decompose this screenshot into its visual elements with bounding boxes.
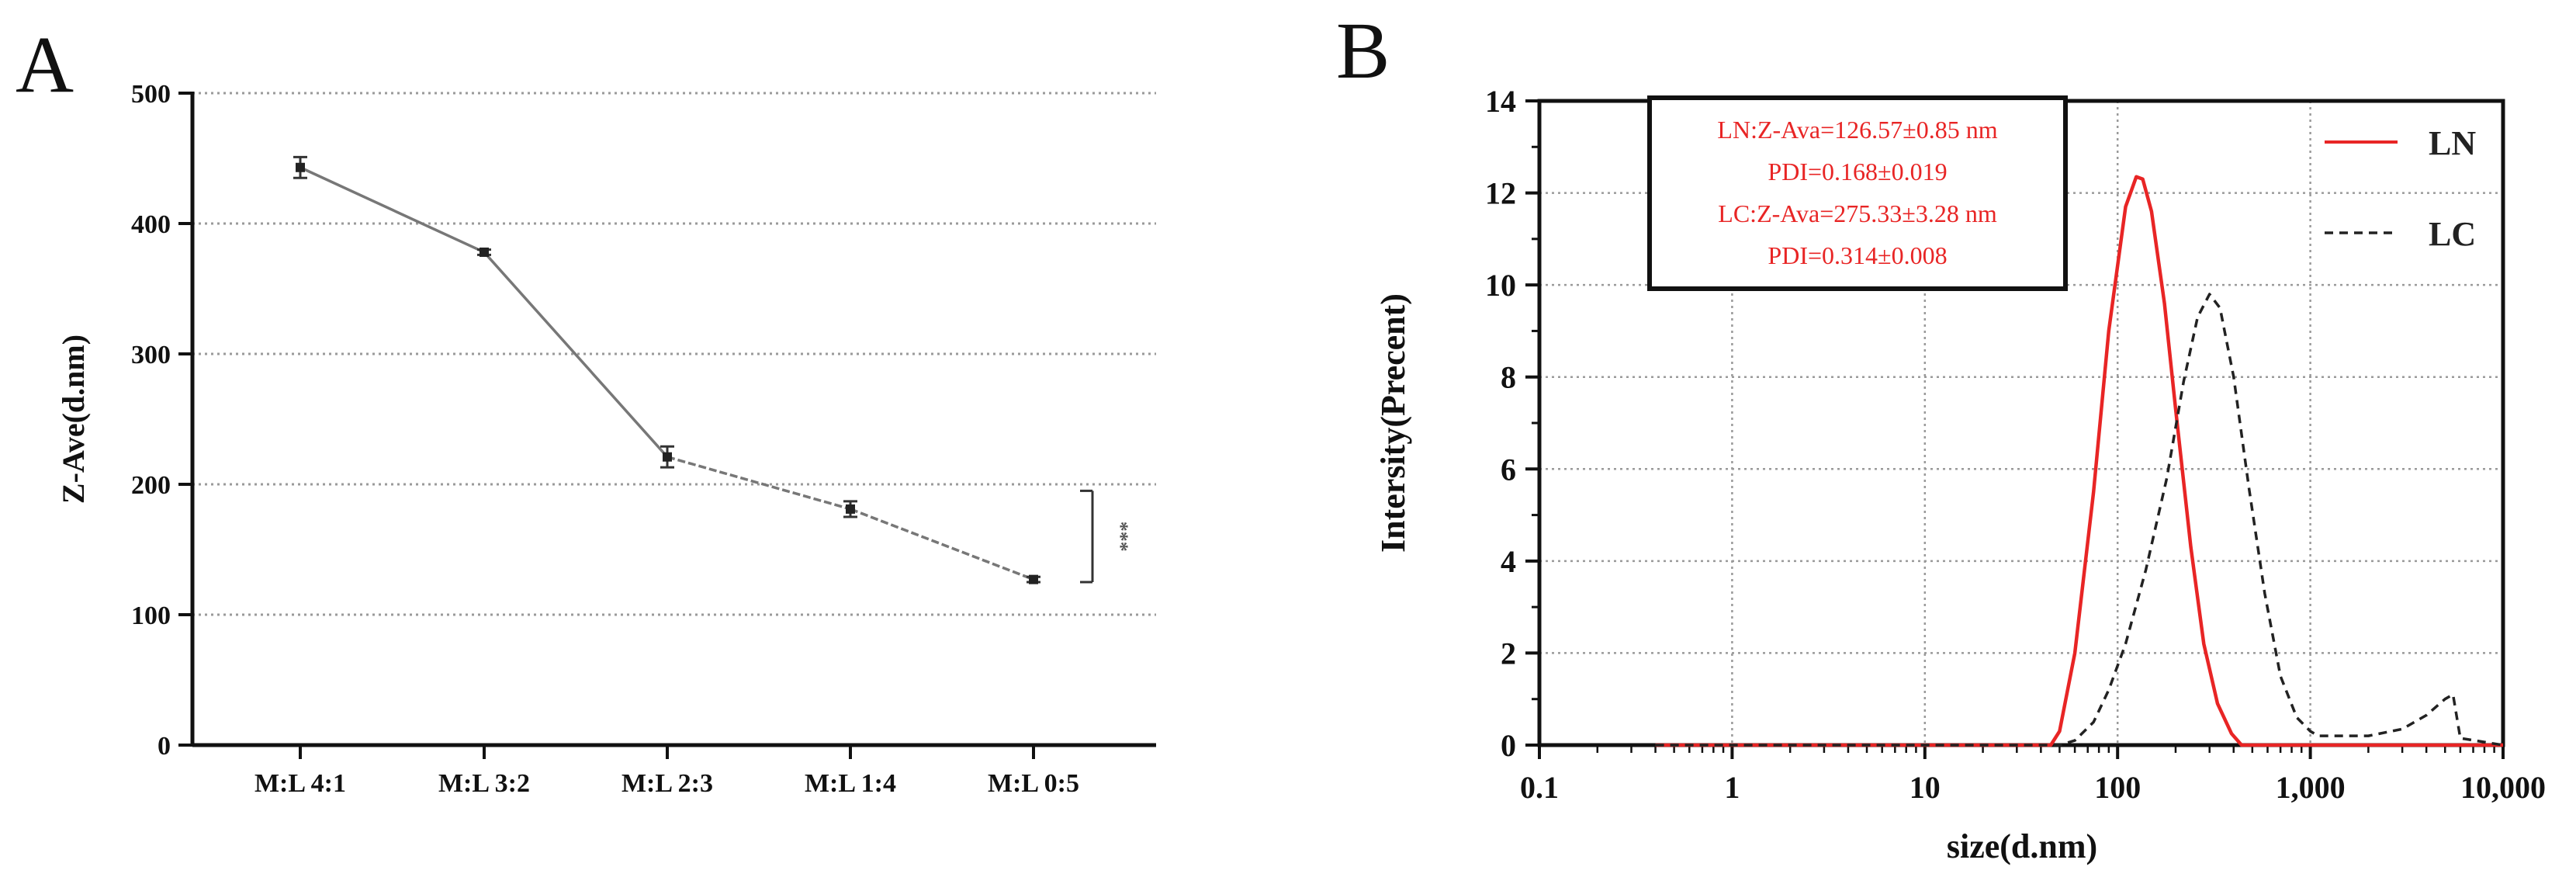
y-tick-label: 300 xyxy=(131,341,171,369)
x-tick-label: M:L 3:2 xyxy=(438,769,530,798)
panel-b-letter: B xyxy=(1336,6,1390,95)
x-tick-label: 1,000 xyxy=(2276,770,2346,805)
panel-a-x-tick-labels: M:L 4:1 M:L 3:2 M:L 2:3 M:L 1:4 M:L 0:5 xyxy=(254,769,1079,798)
y-tick-label: 6 xyxy=(1501,452,1516,487)
series-segment xyxy=(299,166,485,254)
series-segment xyxy=(850,508,1034,581)
x-tick-label: 10,000 xyxy=(2460,770,2546,805)
panel-b-x-axis-title: size(d.nm) xyxy=(1947,827,2097,865)
panel-b-series xyxy=(1655,175,2504,747)
series-line-lc xyxy=(1655,293,2504,747)
data-point-5 xyxy=(1027,574,1040,584)
legend-ln-label: LN xyxy=(2429,124,2476,162)
x-tick-label: 0.1 xyxy=(1520,770,1559,805)
annotation-lc-zave: LC:Z-Ava=275.33±3.28 nm xyxy=(1718,199,1997,227)
significance-label: *** xyxy=(1110,522,1132,552)
panel-b-y-tick-labels: 0 2 4 6 8 10 12 14 xyxy=(1485,84,1516,763)
x-tick-label: 1 xyxy=(1724,770,1740,805)
legend-lc-label: LC xyxy=(2429,215,2476,253)
panel-a-y-axis-title: Z-Ave(d.nm) xyxy=(56,335,91,504)
annotation-ln-zave: LN:Z-Ava=126.57±0.85 nm xyxy=(1717,116,1997,144)
y-tick-label: 10 xyxy=(1485,268,1516,303)
series-segment xyxy=(667,456,851,511)
y-tick-label: 400 xyxy=(131,210,171,239)
panel-a-axes xyxy=(178,92,1156,759)
y-tick-label: 0 xyxy=(158,732,171,761)
panel-a-letter: A xyxy=(16,20,74,109)
panel-a-y-tick-labels: 0 100 200 300 400 500 xyxy=(131,80,171,761)
y-tick-label: 0 xyxy=(1501,728,1516,763)
data-marker xyxy=(480,247,489,257)
x-tick-label: M:L 1:4 xyxy=(805,769,896,798)
series-segment xyxy=(483,251,669,458)
panel-b-chart: 0 2 4 6 8 10 12 14 0.1 1 10 100 1,000 10,000 Intersi… xyxy=(1374,84,2546,865)
y-tick-label: 4 xyxy=(1501,544,1516,579)
x-tick-label: 10 xyxy=(1909,770,1941,805)
panel-b-y-axis-title: Intersity(Precent) xyxy=(1374,293,1412,553)
y-tick-label: 500 xyxy=(131,80,171,109)
y-tick-label: 12 xyxy=(1485,176,1516,211)
y-tick-label: 14 xyxy=(1485,84,1516,119)
data-marker xyxy=(846,504,855,514)
data-point-4 xyxy=(843,500,857,518)
x-tick-label: M:L 4:1 xyxy=(254,769,346,798)
x-tick-label: M:L 0:5 xyxy=(988,769,1079,798)
series-line-ln xyxy=(1655,175,2503,747)
x-tick-label: M:L 2:3 xyxy=(621,769,713,798)
data-marker xyxy=(296,162,305,172)
annotation-lc-pdi: PDI=0.314±0.008 xyxy=(1768,241,1947,269)
y-tick-label: 200 xyxy=(131,471,171,500)
data-marker xyxy=(1029,574,1038,584)
annotation-ln-pdi: PDI=0.168±0.019 xyxy=(1768,158,1947,185)
annotation-frame xyxy=(1647,95,2068,291)
data-point-3 xyxy=(660,445,674,469)
legend: LN LC xyxy=(2325,124,2476,253)
panel-b-x-tick-labels: 0.1 1 10 100 1,000 10,000 xyxy=(1520,770,2546,805)
y-tick-label: 8 xyxy=(1501,360,1516,395)
x-tick-label: 100 xyxy=(2094,770,2141,805)
data-marker xyxy=(663,452,672,462)
y-tick-label: 100 xyxy=(131,602,171,630)
panel-a-series xyxy=(293,155,1040,584)
y-tick-label: 2 xyxy=(1501,636,1516,671)
data-point-2 xyxy=(477,247,491,257)
panel-a-significance: *** xyxy=(1080,489,1132,584)
annotation-box: LN:Z-Ava=126.57±0.85 nm PDI=0.168±0.019 … xyxy=(1647,95,2068,291)
data-point-1 xyxy=(293,155,307,179)
panel-a-gridlines xyxy=(192,92,1156,616)
